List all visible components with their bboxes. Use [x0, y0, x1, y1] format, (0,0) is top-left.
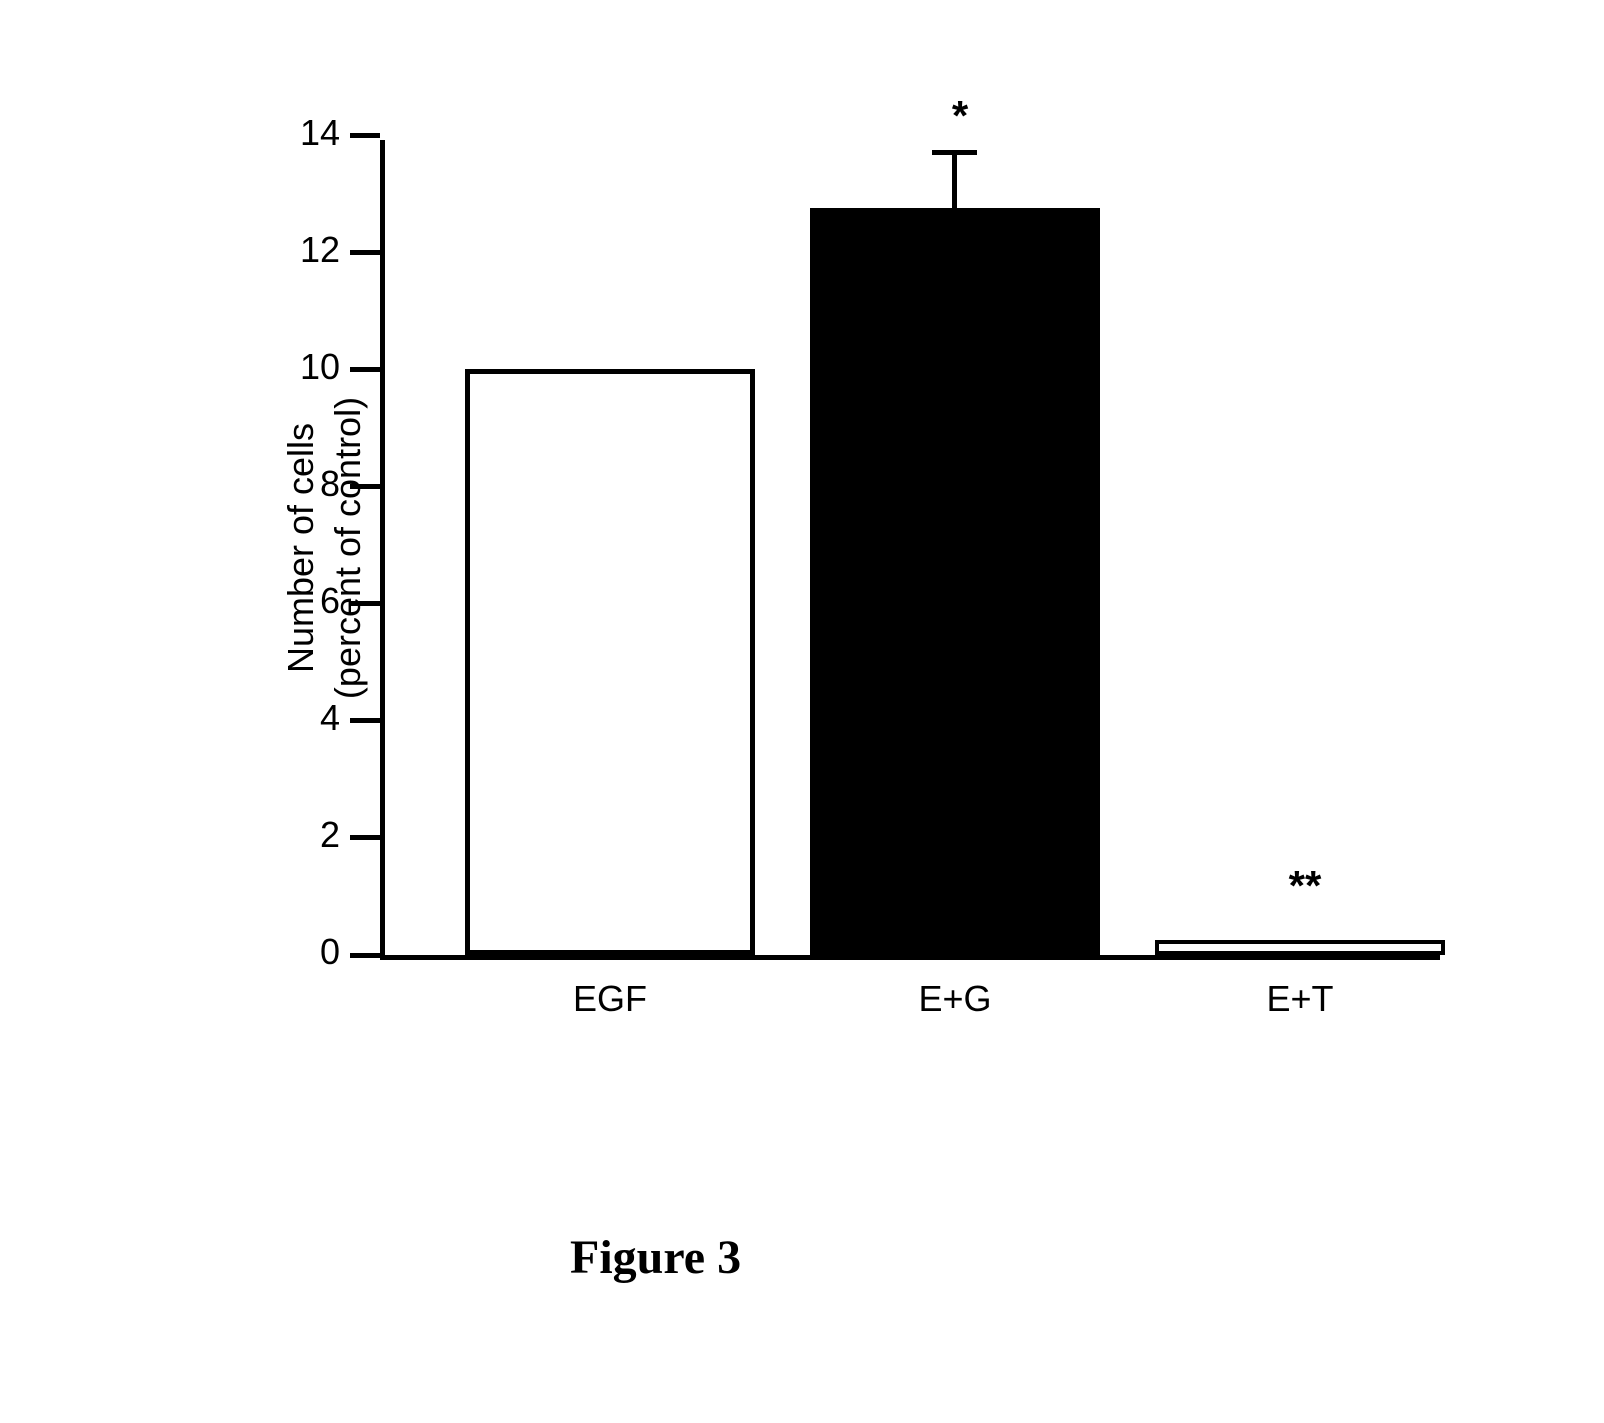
y-tick-2: [350, 835, 380, 840]
sig-et: **: [1289, 862, 1322, 910]
y-tick-label-8: 8: [290, 463, 340, 505]
error-bar-eg-cap: [932, 150, 977, 155]
y-tick-4: [350, 718, 380, 723]
y-tick-6: [350, 601, 380, 606]
y-tick-label-12: 12: [290, 229, 340, 271]
bar-eg-fill: [810, 208, 1100, 955]
y-tick-0: [350, 953, 380, 958]
y-tick-8: [350, 484, 380, 489]
y-tick-label-4: 4: [290, 697, 340, 739]
bar-et: [1155, 940, 1445, 955]
y-tick-12: [350, 250, 380, 255]
x-label-egf: EGF: [573, 978, 647, 1020]
y-tick-label-0: 0: [290, 931, 340, 973]
y-tick-label-14: 14: [290, 112, 340, 154]
bar-egf-fill: [465, 369, 755, 955]
y-tick-label-10: 10: [290, 346, 340, 388]
error-bar-eg-vertical: [952, 150, 957, 209]
bar-et-fill: [1155, 940, 1445, 955]
figure-caption: Figure 3: [570, 1230, 741, 1285]
ylabel-line1: Number of cells: [280, 422, 321, 672]
y-tick-10: [350, 367, 380, 372]
bar-eg: [810, 208, 1100, 955]
plot-area: Number of cells (percent of control) 0 2…: [380, 140, 1440, 960]
ylabel-line2: (percent of control): [327, 396, 368, 698]
chart-container: Number of cells (percent of control) 0 2…: [180, 120, 1460, 1080]
y-axis-label: Number of cells (percent of control): [278, 396, 372, 698]
sig-eg: *: [952, 92, 968, 140]
y-tick-14: [350, 133, 380, 138]
bar-egf: [465, 369, 755, 955]
y-tick-label-2: 2: [290, 814, 340, 856]
y-tick-label-6: 6: [290, 580, 340, 622]
x-label-et: E+T: [1266, 978, 1333, 1020]
x-label-eg: E+G: [918, 978, 991, 1020]
